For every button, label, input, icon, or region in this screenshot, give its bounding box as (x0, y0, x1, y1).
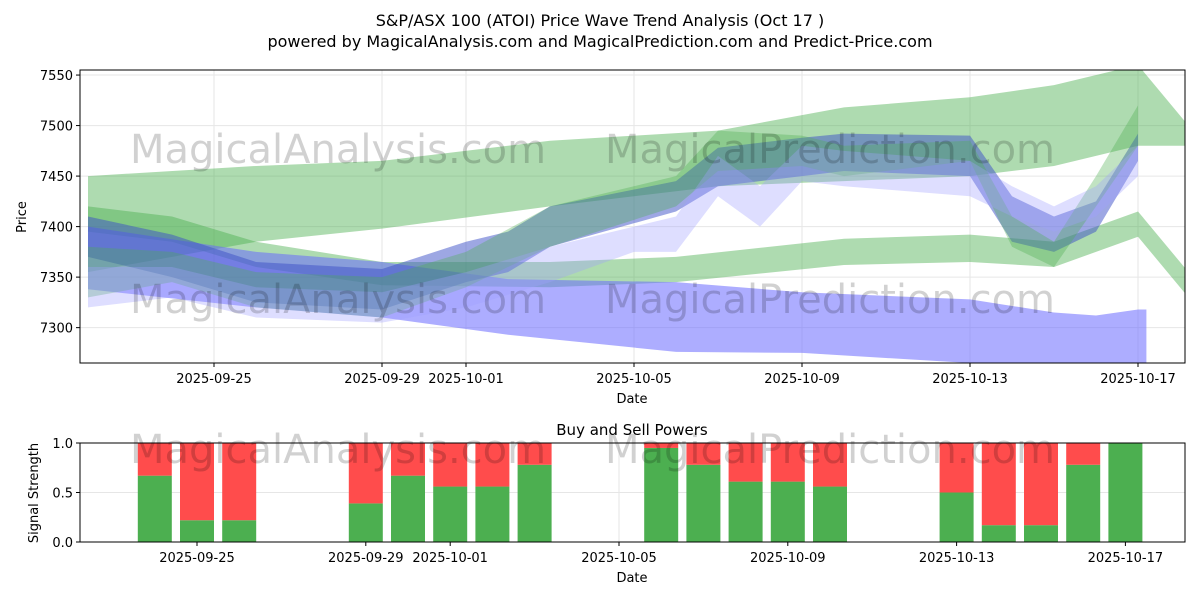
bar-chart-title: Buy and Sell Powers (556, 421, 708, 439)
sell-bar (1024, 443, 1058, 526)
sell-bar (981, 443, 1016, 526)
watermark: MagicalPrediction.com (605, 277, 1055, 323)
buy-bar (770, 481, 805, 542)
bands-group (88, 70, 1185, 363)
buy-bar (1108, 443, 1143, 542)
buy-bar (180, 520, 214, 542)
x-tick-label: 2025-10-05 (596, 372, 672, 387)
buy-bar (137, 475, 172, 542)
x-tick-label: 2025-09-29 (344, 372, 420, 387)
sell-bar (728, 443, 763, 482)
sell-bar (180, 443, 214, 521)
sell-bar (391, 443, 425, 476)
sell-bar (348, 443, 383, 504)
x-tick-label: 2025-10-13 (932, 372, 1008, 387)
x-axis-label: Date (616, 392, 647, 407)
chart-subtitle: powered by MagicalAnalysis.com and Magic… (267, 32, 932, 51)
watermark: MagicalPrediction.com (605, 427, 1055, 473)
y-tick-label: 7300 (40, 322, 73, 337)
watermark: MagicalAnalysis.com (130, 277, 546, 323)
y-tick-label: 0.5 (52, 487, 73, 502)
x-axis-label: Date (616, 571, 647, 586)
x-tick-label: 2025-10-01 (428, 372, 504, 387)
band-blue-path (88, 133, 1138, 310)
band-blue-low (88, 226, 1147, 363)
buy-bar (939, 492, 974, 542)
band-green-path (88, 105, 1138, 318)
watermark: MagicalPrediction.com (605, 127, 1055, 173)
x-tick-label: 2025-10-17 (1100, 372, 1176, 387)
y-tick-label: 7550 (40, 69, 73, 84)
buy-bar (686, 464, 721, 542)
y-tick-label: 7450 (40, 170, 73, 185)
sell-bar (813, 443, 847, 487)
buy-bar (475, 486, 510, 542)
buy-bar (1066, 464, 1101, 542)
x-tick-label: 2025-09-29 (328, 551, 404, 566)
buy-bar (644, 447, 679, 542)
sell-bar (644, 443, 679, 448)
y-tick-label: 7400 (40, 221, 73, 236)
sell-bar (433, 443, 468, 487)
sell-bar (770, 443, 805, 482)
buy-bar (517, 464, 552, 542)
y-axis-label: Signal Strength (27, 443, 42, 543)
sell-bar (222, 443, 257, 521)
x-tick-label: 2025-10-05 (581, 551, 657, 566)
x-tick-label: 2025-10-13 (919, 551, 995, 566)
axes-frame (79, 69, 1186, 364)
buy-bar (433, 486, 468, 542)
buy-bar (348, 503, 383, 542)
sell-bar (1066, 443, 1101, 465)
sell-bar (137, 443, 172, 476)
band-lavender-path (88, 145, 1138, 323)
x-tick-label: 2025-10-01 (412, 551, 488, 566)
band-green-wide (88, 70, 1185, 273)
y-tick-label: 0.0 (52, 536, 73, 551)
x-tick-label: 2025-09-25 (176, 372, 252, 387)
buy-bar (981, 525, 1016, 542)
buy-bar (1024, 525, 1058, 542)
buy-bar (391, 475, 425, 542)
axes-frame (79, 442, 1186, 543)
x-tick-label: 2025-10-09 (750, 551, 826, 566)
y-tick-label: 1.0 (52, 437, 73, 452)
watermark: MagicalAnalysis.com (130, 127, 546, 173)
watermark: MagicalAnalysis.com (130, 427, 546, 473)
x-tick-label: 2025-10-09 (764, 372, 840, 387)
x-tick-label: 2025-10-17 (1088, 551, 1164, 566)
sell-bar (939, 443, 974, 493)
sell-bar (517, 443, 552, 465)
y-axis-label: Price (15, 201, 30, 233)
buy-bar (813, 486, 847, 542)
sell-bar (686, 443, 721, 465)
y-tick-label: 7500 (40, 120, 73, 135)
y-tick-label: 7350 (40, 271, 73, 286)
buy-bar (728, 481, 763, 542)
buy-bar (222, 520, 257, 542)
chart-title: S&P/ASX 100 (ATOI) Price Wave Trend Anal… (376, 11, 824, 30)
sell-bar (475, 443, 510, 487)
x-tick-label: 2025-09-25 (159, 551, 235, 566)
